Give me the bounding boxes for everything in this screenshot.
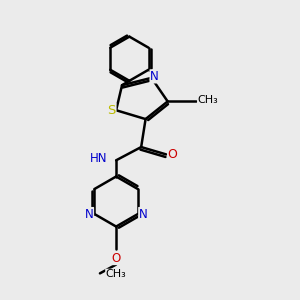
Text: S: S	[107, 104, 116, 117]
Text: N: N	[139, 208, 148, 220]
Text: HN: HN	[90, 152, 107, 165]
Text: O: O	[112, 252, 121, 265]
Text: CH₃: CH₃	[198, 95, 218, 105]
Text: N: N	[150, 70, 159, 83]
Text: O: O	[168, 148, 178, 161]
Text: N: N	[85, 208, 94, 220]
Text: CH₃: CH₃	[106, 269, 127, 279]
